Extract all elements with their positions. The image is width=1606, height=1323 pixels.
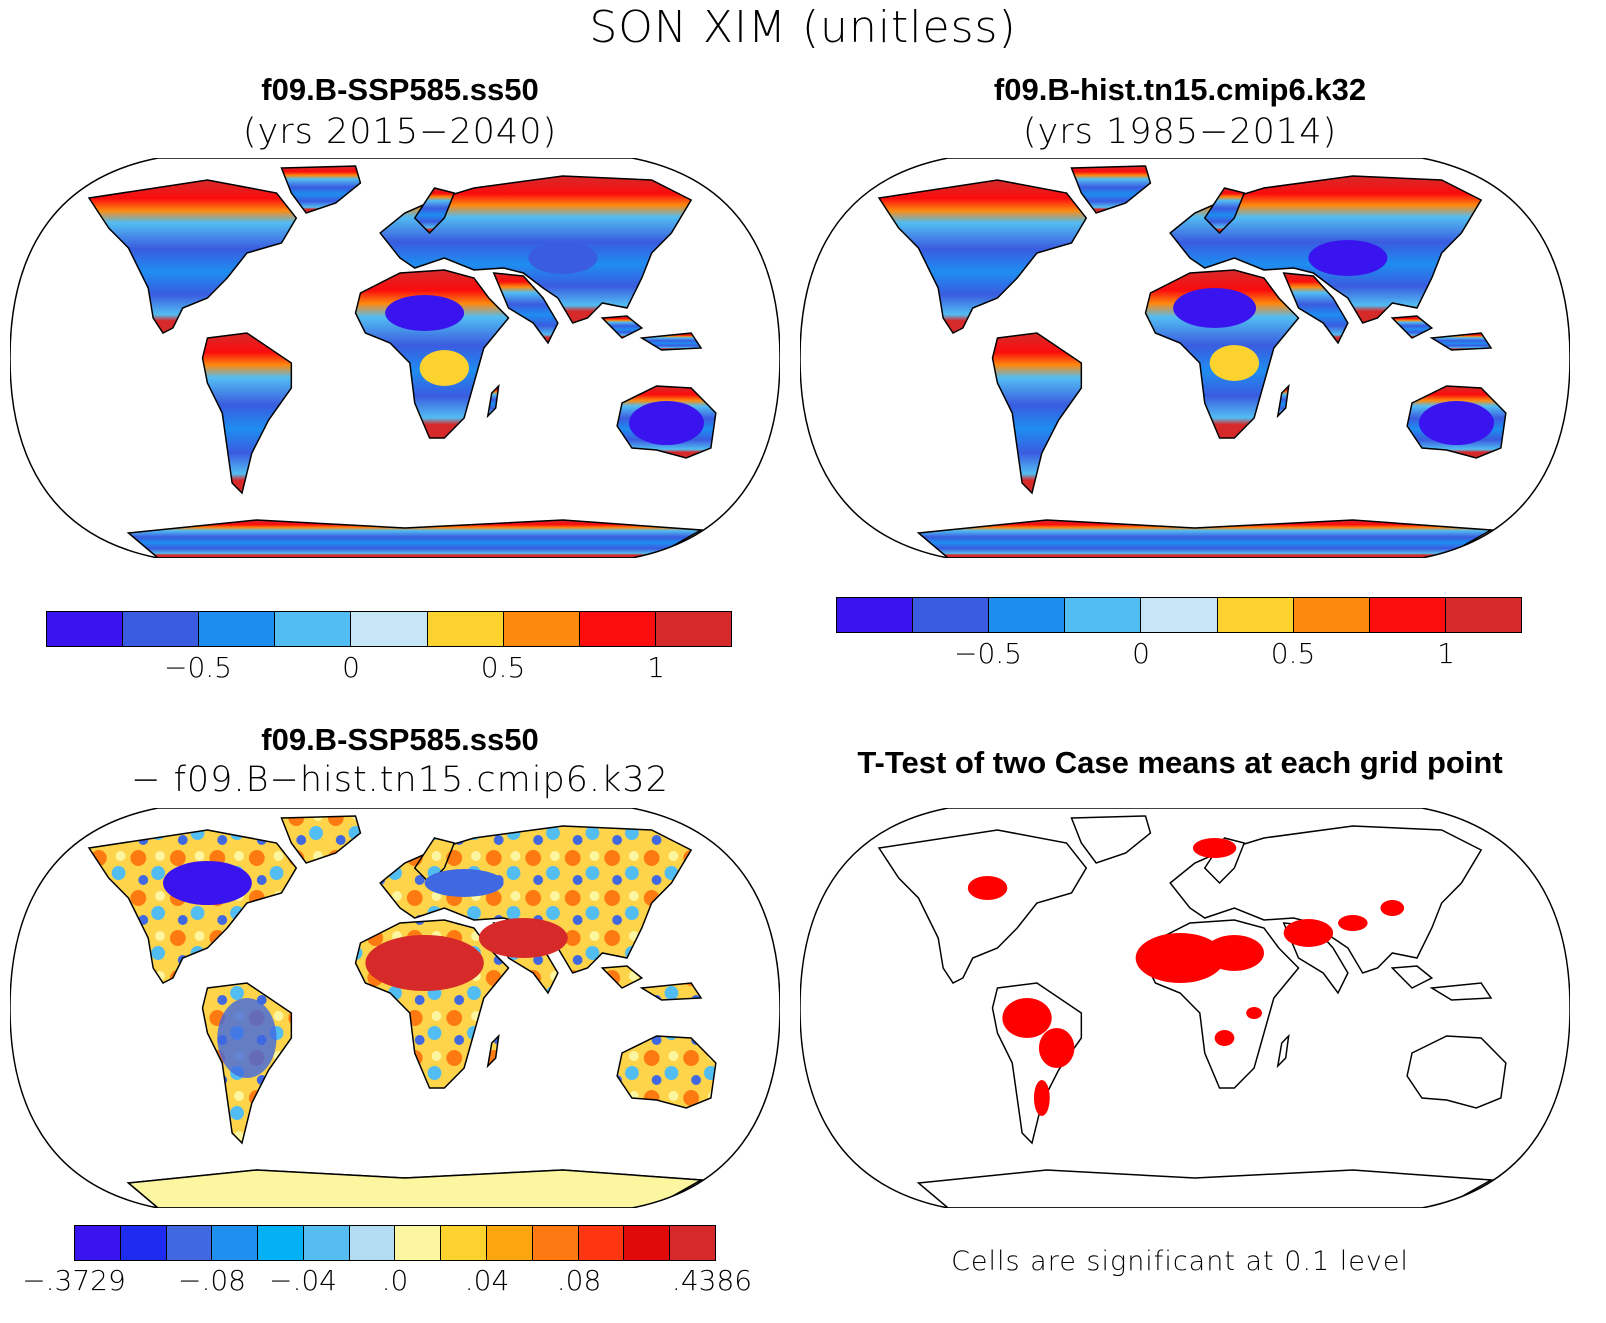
colorbar-tick: .08 <box>556 1264 602 1297</box>
colorbar-tick: 1 <box>647 651 665 684</box>
swatch <box>624 1226 671 1260</box>
swatch <box>532 1226 579 1260</box>
colorbar-tick: 0 <box>1132 637 1150 670</box>
colorbar-tick: −0.5 <box>954 637 1022 670</box>
panel-future-title: f09.B-SSP585.ss50 <box>261 72 539 107</box>
swatch <box>1217 598 1294 632</box>
swatch <box>123 612 200 646</box>
colorbar-tick: −0.5 <box>164 651 232 684</box>
panel-hist-title: f09.B-hist.tn15.cmip6.k32 <box>993 72 1367 107</box>
swatch <box>913 598 990 632</box>
swatch <box>579 612 656 646</box>
panel-ttest-title: T-Test of two Case means at each grid po… <box>857 745 1503 780</box>
figure-title: SON XIM (unitless) <box>589 2 1017 53</box>
swatch <box>212 1226 259 1260</box>
panel-hist-subtitle: (yrs 1985−2014) <box>1022 112 1338 152</box>
swatch <box>655 612 731 646</box>
swatch <box>75 1226 121 1260</box>
swatch <box>351 612 428 646</box>
colorbar-tick: 1 <box>1437 637 1455 670</box>
swatch <box>303 1226 350 1260</box>
swatch <box>199 612 276 646</box>
colorbar-tick: 0.5 <box>1270 637 1316 670</box>
swatch <box>395 1226 442 1260</box>
swatch <box>166 1226 213 1260</box>
swatch <box>837 598 914 632</box>
swatch <box>258 1226 304 1260</box>
colorbar-tick: −.3729 <box>22 1264 126 1297</box>
swatch <box>120 1226 167 1260</box>
colorbar-tick: .0 <box>381 1264 409 1297</box>
map-future <box>10 158 780 558</box>
swatch <box>487 1226 533 1260</box>
map-hist <box>800 158 1570 558</box>
swatch <box>578 1226 625 1260</box>
swatch <box>441 1226 488 1260</box>
swatch <box>1445 598 1521 632</box>
significant-cells <box>967 838 1405 1116</box>
ttest-footnote: Cells are significant at 0.1 level <box>951 1246 1409 1277</box>
swatch <box>989 598 1066 632</box>
swatch <box>1293 598 1370 632</box>
swatch <box>1065 598 1142 632</box>
swatch <box>1369 598 1446 632</box>
map-ttest <box>800 808 1570 1208</box>
colorbar-tick: .4386 <box>671 1264 753 1297</box>
map-diff <box>10 808 780 1208</box>
swatch <box>349 1226 396 1260</box>
colorbar-future <box>46 611 732 647</box>
swatch <box>427 612 504 646</box>
swatch <box>47 612 124 646</box>
colorbar-tick: 0.5 <box>480 651 526 684</box>
swatch <box>1141 598 1218 632</box>
panel-future-subtitle: (yrs 2015−2040) <box>242 112 558 152</box>
panel-diff-title: f09.B-SSP585.ss50 <box>261 722 539 757</box>
colorbar-tick: 0 <box>342 651 360 684</box>
colorbar-diff <box>74 1225 716 1261</box>
colorbar-tick: −.04 <box>269 1264 337 1297</box>
swatch <box>670 1226 715 1260</box>
panel-diff-subtitle: − f09.B−hist.tn15.cmip6.k32 <box>131 760 669 800</box>
colorbar-tick: .04 <box>464 1264 510 1297</box>
colorbar-tick: −.08 <box>178 1264 246 1297</box>
colorbar-hist <box>836 597 1522 633</box>
swatch <box>275 612 352 646</box>
swatch <box>503 612 580 646</box>
